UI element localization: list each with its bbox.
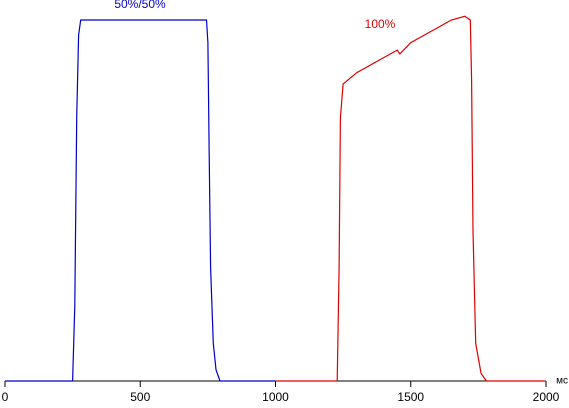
x-tick-label: 1000 [262,390,289,404]
series-line [5,19,276,382]
x-axis-label: мс [556,376,568,387]
series-line [275,15,546,382]
x-tick-label: 0 [2,390,9,404]
x-tick-label: 1500 [397,390,424,404]
series-label: 100% [365,17,396,31]
x-tick-label: 500 [130,390,150,404]
x-tick-label: 2000 [533,390,560,404]
series-label: 50%/50% [114,0,166,11]
